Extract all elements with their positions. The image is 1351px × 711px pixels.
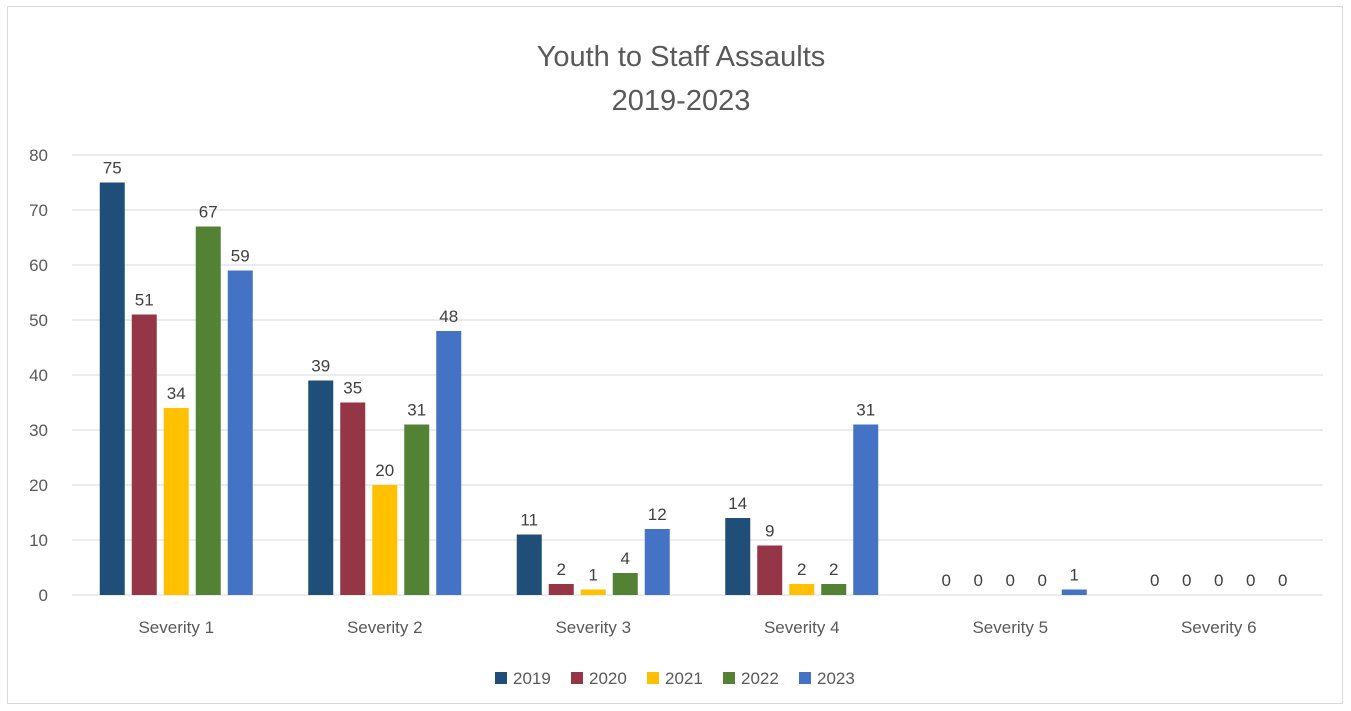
bar-2023-1 xyxy=(227,270,253,595)
bar-2023-5 xyxy=(1061,589,1087,595)
bar-2023-4 xyxy=(853,424,879,595)
data-label: 9 xyxy=(765,522,774,541)
chart-title-group: Youth to Staff Assaults 2019-2023 xyxy=(537,41,826,117)
y-tick-label: 10 xyxy=(29,531,48,550)
data-label: 48 xyxy=(439,307,458,326)
data-label: 2 xyxy=(557,560,566,579)
bar-2022-1 xyxy=(195,226,221,595)
bar-2023-3 xyxy=(644,529,670,595)
data-label: 1 xyxy=(589,566,598,585)
chart-subtitle: 2019-2023 xyxy=(612,85,751,117)
bar-2020-2 xyxy=(340,402,366,595)
data-label: 0 xyxy=(974,571,983,590)
y-tick-label: 80 xyxy=(29,146,48,165)
data-label: 35 xyxy=(343,379,362,398)
data-label: 51 xyxy=(135,291,154,310)
y-tick-label: 70 xyxy=(29,201,48,220)
data-label: 4 xyxy=(621,549,630,568)
legend-label: 2022 xyxy=(741,669,779,688)
bar-2020-3 xyxy=(548,584,574,595)
data-label: 34 xyxy=(167,384,186,403)
legend: 2019 2020 2021 2022 2023 xyxy=(495,669,855,688)
bar-2022-3 xyxy=(612,573,638,595)
x-category-label: Severity 6 xyxy=(1181,618,1257,637)
y-tick-label: 60 xyxy=(29,256,48,275)
bar-2020-1 xyxy=(131,314,157,595)
legend-label: 2020 xyxy=(589,669,627,688)
data-label: 20 xyxy=(375,461,394,480)
bar-2021-1 xyxy=(163,408,189,595)
data-label: 0 xyxy=(1006,571,1015,590)
bar-2019-1 xyxy=(99,182,125,595)
data-label: 12 xyxy=(648,505,667,524)
x-category-label: Severity 2 xyxy=(347,618,423,637)
chart-title: Youth to Staff Assaults xyxy=(537,41,826,73)
data-label: 0 xyxy=(1278,571,1287,590)
legend-swatch-2022 xyxy=(723,672,735,684)
legend-swatch-2021 xyxy=(647,672,659,684)
x-category-label: Severity 1 xyxy=(138,618,214,637)
bar-2020-4 xyxy=(757,545,783,595)
bar-2021-3 xyxy=(580,589,606,595)
bars xyxy=(99,182,1087,595)
y-tick-label: 0 xyxy=(39,586,48,605)
data-label: 39 xyxy=(311,357,330,376)
y-tick-label: 30 xyxy=(29,421,48,440)
data-label: 0 xyxy=(1038,571,1047,590)
y-tick-label: 20 xyxy=(29,476,48,495)
bar-2022-4 xyxy=(821,584,847,595)
data-label: 0 xyxy=(1182,571,1191,590)
legend-swatch-2019 xyxy=(495,672,507,684)
data-label: 2 xyxy=(797,560,806,579)
bar-2021-4 xyxy=(789,584,815,595)
bar-2021-2 xyxy=(372,485,398,595)
data-label: 11 xyxy=(520,511,538,530)
x-axis-categories: Severity 1 Severity 2 Severity 3 Severity 4… xyxy=(138,618,1256,637)
data-label: 0 xyxy=(1246,571,1255,590)
bar-2019-3 xyxy=(516,534,542,595)
x-category-label: Severity 5 xyxy=(972,618,1048,637)
data-label: 59 xyxy=(231,247,250,266)
data-label: 67 xyxy=(199,203,218,222)
bar-2022-2 xyxy=(404,424,430,595)
bar-2019-2 xyxy=(308,380,334,595)
y-tick-label: 50 xyxy=(29,311,48,330)
data-label: 2 xyxy=(829,560,838,579)
x-category-label: Severity 3 xyxy=(555,618,631,637)
legend-swatch-2023 xyxy=(799,672,811,684)
data-label: 0 xyxy=(942,571,951,590)
legend-swatch-2020 xyxy=(571,672,583,684)
x-category-label: Severity 4 xyxy=(764,618,840,637)
y-tick-label: 40 xyxy=(29,366,48,385)
data-label: 0 xyxy=(1214,571,1223,590)
data-label: 0 xyxy=(1150,571,1159,590)
legend-label: 2023 xyxy=(817,669,855,688)
data-label: 31 xyxy=(856,401,875,420)
legend-label: 2019 xyxy=(513,669,551,688)
data-label: 14 xyxy=(728,494,747,513)
bar-2019-4 xyxy=(725,518,751,595)
legend-label: 2021 xyxy=(665,669,703,688)
data-label: 75 xyxy=(103,159,122,178)
data-label: 1 xyxy=(1070,566,1079,585)
y-axis-ticks: 0 10 20 30 40 50 60 70 80 xyxy=(29,146,48,605)
bar-2023-2 xyxy=(436,331,462,595)
gridlines xyxy=(72,154,1323,596)
data-label: 31 xyxy=(407,401,426,420)
